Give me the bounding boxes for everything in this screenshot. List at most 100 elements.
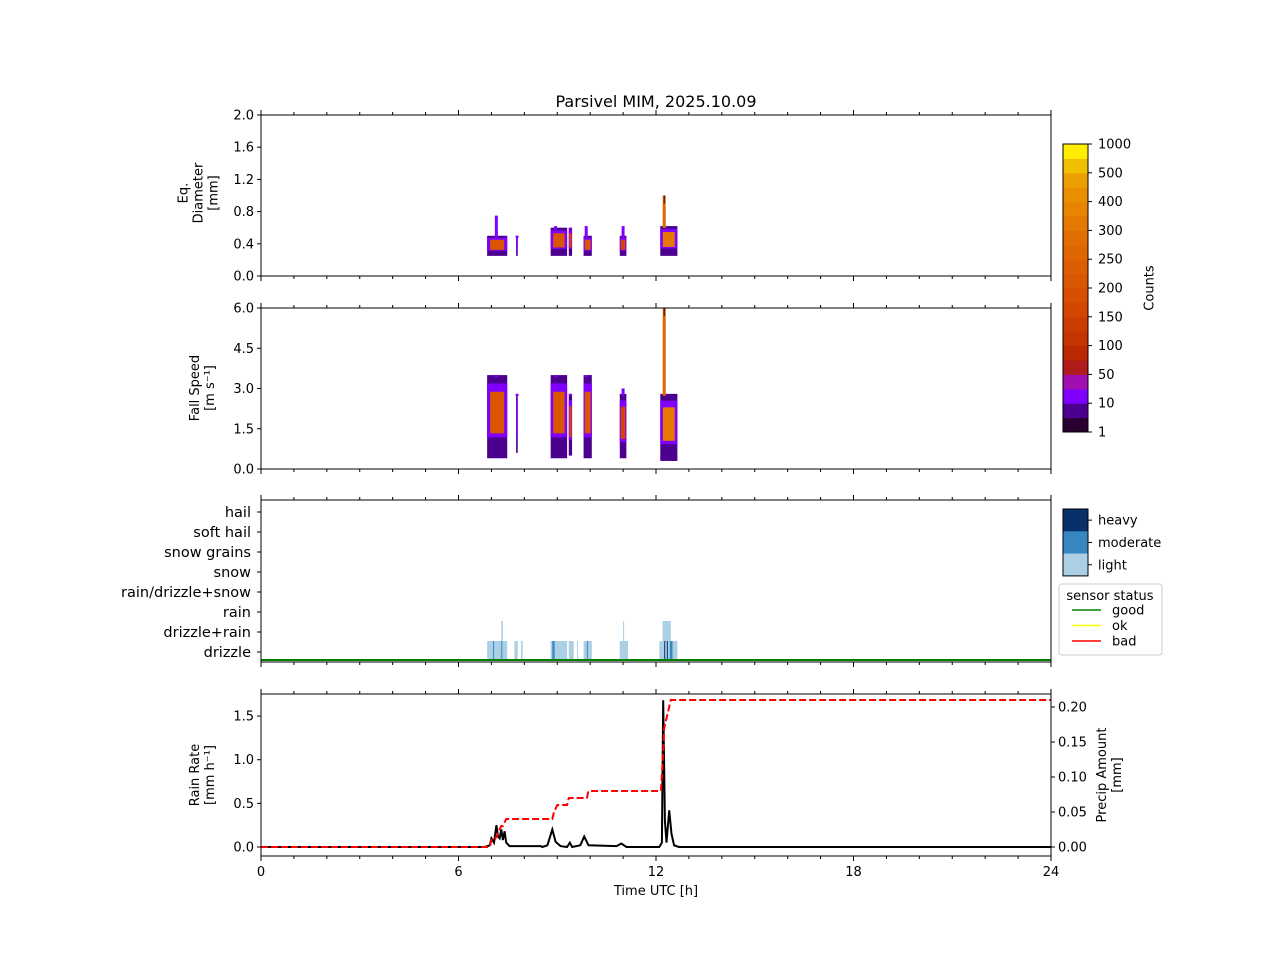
- precip-category-label: snow: [214, 565, 252, 581]
- precip-type-bar-moderate: [669, 641, 673, 660]
- colorbar-tick-label: 1000: [1098, 138, 1131, 153]
- colorbar-band: [1063, 403, 1088, 419]
- sensor-status-legend-title: sensor status: [1066, 589, 1153, 604]
- x-tick-label: 6: [454, 865, 462, 880]
- fall-speed-y-label: Fall Speed: [188, 355, 203, 421]
- precip-type-bar-moderate: [493, 641, 495, 660]
- y2-tick-label: 0.00: [1058, 841, 1087, 856]
- chart-title: Parsivel MIM, 2025.10.09: [555, 92, 756, 111]
- colorbar-band: [1063, 187, 1088, 203]
- intensity-label-light: light: [1098, 558, 1127, 573]
- rain-rate-y-label: [mm h⁻¹]: [203, 745, 218, 805]
- dsd-cell-core: [553, 233, 565, 248]
- precip-category-label: rain/drizzle+snow: [121, 585, 251, 601]
- dsd-peak: [554, 375, 558, 378]
- precip-type-bar-light: [662, 621, 671, 660]
- colorbar-tick-label: 500: [1098, 166, 1123, 181]
- y-tick-label: 0.4: [233, 237, 254, 252]
- colorbar-band: [1063, 273, 1088, 289]
- y-tick-label: 3.0: [233, 382, 254, 397]
- y-tick-label: 1.6: [233, 141, 254, 156]
- precip-type-bar-heavy: [664, 641, 666, 660]
- precip-type-bar-moderate: [501, 641, 503, 660]
- y2-tick-label: 0.05: [1058, 806, 1087, 821]
- x-tick-label: 0: [257, 865, 265, 880]
- colorbar-band: [1063, 172, 1088, 188]
- colorbar-tick-label: 1: [1098, 426, 1106, 441]
- precip-category-label: drizzle: [204, 645, 251, 661]
- y-tick-label: 0.5: [233, 797, 254, 812]
- precip-type-bar-light: [487, 641, 508, 660]
- y-tick-label: 0.0: [233, 841, 254, 856]
- intensity-swatch-heavy: [1063, 509, 1088, 532]
- y2-tick-label: 0.15: [1058, 736, 1087, 751]
- y-tick-label: 1.5: [233, 422, 254, 437]
- rain-frame: [260, 693, 1052, 857]
- y2-tick-label: 0.20: [1058, 701, 1087, 716]
- diameter-y-label: Eq.: [177, 183, 192, 204]
- dsd-cell-core: [620, 239, 626, 250]
- y-tick-label: 2.0: [233, 109, 254, 124]
- y-tick-label: 1.2: [233, 173, 254, 188]
- diameter-y-label: [mm]: [207, 175, 222, 210]
- dsd-cell-core: [569, 406, 572, 438]
- dsd-cell-core: [620, 406, 626, 439]
- fall-speed-panel: 0.0 1.5 3.0 4.5 6.0 Fall Speed [m s⁻¹]: [188, 302, 1052, 478]
- x-tick-label: 24: [1043, 865, 1060, 880]
- precip-category-label: snow grains: [164, 545, 251, 561]
- dsd-peak: [568, 393, 572, 396]
- dsd-peak-tip: [663, 308, 665, 316]
- diameter-frame: [260, 114, 1052, 277]
- colorbar-tick-label: 300: [1098, 224, 1123, 239]
- dsd-peak: [662, 195, 666, 229]
- precip-type-panel: drizzle drizzle+rain rain rain/drizzle+snow…: [121, 495, 1052, 667]
- colorbar-band: [1063, 288, 1088, 303]
- x-tick-label: 18: [845, 865, 862, 880]
- dsd-peak: [621, 388, 625, 396]
- rain-rate-line: [261, 700, 1051, 849]
- colorbar-band: [1063, 374, 1088, 390]
- precip-amount-y-label: [mm]: [1110, 757, 1125, 792]
- dsd-peak: [621, 226, 625, 238]
- dsd-peak: [494, 375, 498, 378]
- diameter-y-label: Diameter: [192, 162, 207, 223]
- colorbar-band: [1063, 201, 1088, 217]
- colorbar-band: [1063, 158, 1088, 174]
- colorbar-band: [1063, 345, 1088, 361]
- colorbar-band: [1063, 360, 1088, 375]
- dsd-cell-core: [569, 233, 572, 248]
- colorbar-tick-label: 10: [1098, 397, 1115, 412]
- rain-rate-y-label: Rain Rate: [188, 744, 203, 807]
- colorbar-band: [1063, 417, 1088, 433]
- fall-speed-frame: [260, 307, 1052, 470]
- y-tick-label: 0.0: [233, 463, 254, 478]
- colorbar-band: [1063, 144, 1088, 159]
- intensity-label-moderate: moderate: [1098, 536, 1161, 551]
- precip-category-label: soft hail: [193, 525, 251, 541]
- colorbar-band: [1063, 302, 1088, 318]
- precip-category-label: rain: [223, 605, 251, 621]
- y-tick-label: 0.0: [233, 270, 254, 285]
- fall-speed-y-label: [m s⁻¹]: [203, 365, 218, 411]
- intensity-label-heavy: heavy: [1098, 514, 1138, 529]
- counts-colorbar: 1 10 50 100 150 200 250 300 400 500 1000 Counts: [1062, 138, 1158, 441]
- colorbar-band: [1063, 331, 1088, 347]
- colorbar-tick-label: 400: [1098, 195, 1123, 210]
- y2-tick-label: 0.10: [1058, 771, 1087, 786]
- colorbar-band: [1063, 388, 1088, 404]
- dsd-peak: [662, 308, 666, 396]
- dsd-cell-core: [553, 391, 565, 434]
- precip-type-bar-light: [623, 621, 625, 660]
- precip-amount-line: [261, 699, 1051, 848]
- precip-type-bar-light: [550, 641, 568, 660]
- dsd-peak: [554, 226, 558, 230]
- dsd-cell-core: [584, 391, 591, 434]
- dsd-cell-mid: [516, 399, 518, 439]
- dsd-cell-core: [662, 232, 675, 247]
- colorbar-tick-label: 200: [1098, 282, 1123, 297]
- precip-amount-y-label: Precip Amount: [1095, 728, 1110, 823]
- precip-category-label: drizzle+rain: [163, 625, 251, 641]
- precip-type-bar-light: [521, 641, 523, 660]
- dsd-peak: [494, 215, 498, 238]
